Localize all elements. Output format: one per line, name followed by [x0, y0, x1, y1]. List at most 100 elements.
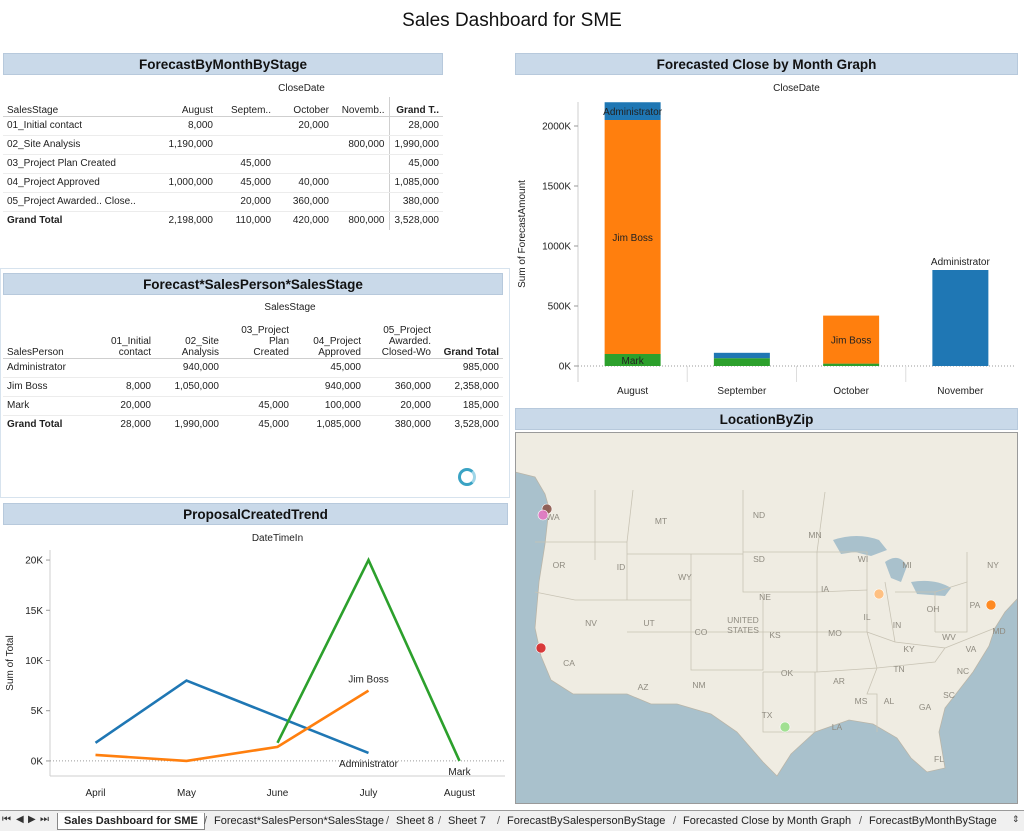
grand-total-cell: 1,990,000: [155, 414, 223, 434]
bar-segment: [604, 354, 661, 366]
x-tick-label: August: [617, 386, 648, 397]
sheet-tab[interactable]: ForecastBySalespersonByStage: [507, 815, 666, 827]
state-label: LA: [832, 722, 843, 732]
sheet-tab[interactable]: Forecast*SalesPerson*SalesStage: [214, 815, 384, 827]
country-label: STATES: [727, 625, 759, 635]
bar-label: Administrator: [931, 257, 991, 268]
state-label: IN: [893, 620, 902, 630]
table-row: 04_Project Approved 1,000,000 45,000 40,000…: [3, 173, 443, 193]
map-marker: [985, 599, 997, 611]
tab-separator: /: [204, 815, 208, 827]
grand-total-cell: 420,000: [275, 210, 333, 230]
col-header: Septem..: [217, 97, 275, 117]
grand-total-cell: 45,000: [223, 414, 293, 434]
grand-total-cell: 110,000: [217, 210, 275, 230]
row-header-salesstage: SalesStage: [3, 97, 159, 117]
sheet-tab-bar: ⏮ ◀ ▶ ⏭ Sales Dashboard for SME Forecast*…: [0, 810, 1024, 831]
row-label: Jim Boss: [3, 377, 91, 397]
row-header-salesperson: SalesPerson: [3, 316, 91, 359]
sheet-tab[interactable]: Sheet 8: [396, 815, 434, 827]
state-label: NC: [957, 666, 969, 676]
x-tick-label: April: [85, 788, 105, 799]
table-cell: 8,000: [91, 377, 155, 397]
bar-segment: [713, 352, 770, 359]
table-cell: [159, 154, 217, 174]
x-axis-title: CloseDate: [773, 83, 820, 94]
sheet-tab[interactable]: Forecasted Close by Month Graph: [683, 815, 852, 827]
state-label: MS: [855, 696, 868, 706]
location-map[interactable]: WA OR ID MT ND SD MN WY NE IA WI MI IL IN OH PA NY NV UT CO…: [515, 432, 1018, 804]
tab-separator: /: [386, 815, 390, 827]
proposal-trend-header: ProposalCreatedTrend: [3, 503, 508, 525]
table-cell: 940,000: [155, 358, 223, 378]
row-label: 01_Initial contact: [3, 116, 159, 136]
y-tick-label: 10K: [25, 656, 43, 667]
grand-total-row: Grand Total 2,198,000 110,000 420,000 800,00…: [3, 210, 443, 230]
first-sheet-icon[interactable]: ⏮: [2, 814, 11, 825]
series-end-label: Administrator: [339, 759, 399, 770]
table-cell: 45,000: [293, 358, 365, 378]
col-header: 03_Project Plan Created: [223, 316, 293, 359]
dashboard-title: Sales Dashboard for SME: [402, 10, 622, 31]
table-cell: 20,000: [365, 396, 435, 416]
forecast-close-graph-header: Forecasted Close by Month Graph: [515, 53, 1018, 75]
country-label: UNITED: [727, 615, 759, 625]
state-label: WI: [858, 554, 868, 564]
tab-scroll-icon[interactable]: ⇕: [1012, 814, 1020, 824]
table-cell: 185,000: [435, 396, 503, 416]
table-row: Mark 20,000 45,000 100,000 20,000 185,000: [3, 396, 503, 416]
series-line: [276, 557, 461, 762]
state-label: IL: [863, 612, 870, 622]
bar-label: Administrator: [603, 107, 663, 118]
prev-sheet-icon[interactable]: ◀: [16, 814, 24, 825]
next-sheet-icon[interactable]: ▶: [28, 814, 36, 825]
bar-label: Mark: [622, 356, 645, 367]
state-label: ND: [753, 510, 765, 520]
table-row: 02_Site Analysis 1,190,000 800,000 1,990,00…: [3, 135, 443, 155]
col-header: 01_Initial contact: [91, 316, 155, 359]
table-cell: 40,000: [275, 173, 333, 193]
state-label: UT: [643, 618, 654, 628]
grand-total-label: Grand Total: [3, 414, 91, 434]
series-line: [95, 689, 370, 763]
col-header: Novemb..: [333, 97, 389, 117]
table-cell: 20,000: [217, 192, 275, 212]
sheet-tab[interactable]: Sales Dashboard for SME: [57, 813, 205, 830]
series-end-label: Mark: [448, 767, 471, 778]
state-label: ID: [617, 562, 626, 572]
map-marker: [535, 642, 547, 654]
row-label: 02_Site Analysis: [3, 135, 159, 155]
state-label: WY: [678, 572, 692, 582]
col-header: October: [275, 97, 333, 117]
forecast-month-stage-table: SalesStage August Septem.. October Novemb..…: [3, 97, 443, 230]
last-sheet-icon[interactable]: ⏭: [40, 814, 49, 825]
sheet-tab[interactable]: Sheet 7: [448, 815, 486, 827]
x-tick-label: September: [717, 386, 767, 397]
grand-total-cell: 2,198,000: [159, 210, 217, 230]
table-cell: 20,000: [275, 116, 333, 136]
table-cell: [333, 116, 389, 136]
sheet-tab[interactable]: ForecastByMonthByStage: [869, 815, 997, 827]
bar-segment: [823, 315, 880, 364]
bar-segment: [932, 270, 989, 366]
y-tick-label: 2000K: [542, 122, 571, 133]
state-label: OR: [553, 560, 566, 570]
state-label: AR: [833, 676, 845, 686]
state-label: MO: [828, 628, 842, 638]
state-label: OK: [781, 668, 794, 678]
col-header: 05_Project Awarded. Closed-Wo: [365, 316, 435, 359]
grand-total-cell: 800,000: [333, 210, 389, 230]
y-axis-title: Sum of Total: [5, 635, 16, 690]
state-label: SD: [753, 554, 765, 564]
row-label: Administrator: [3, 358, 91, 378]
y-tick-label: 0K: [31, 756, 44, 767]
state-label: CO: [695, 627, 708, 637]
col-header-line: Closed-Wo: [381, 346, 431, 358]
x-tick-label: October: [833, 386, 869, 397]
table-cell: [365, 358, 435, 378]
col-header-line: 01_Initial: [110, 335, 151, 347]
state-label: MI: [902, 560, 911, 570]
table-cell: [223, 358, 293, 378]
forecast-month-stage-header: ForecastByMonthByStage: [3, 53, 443, 75]
y-tick-label: 500K: [548, 302, 572, 313]
